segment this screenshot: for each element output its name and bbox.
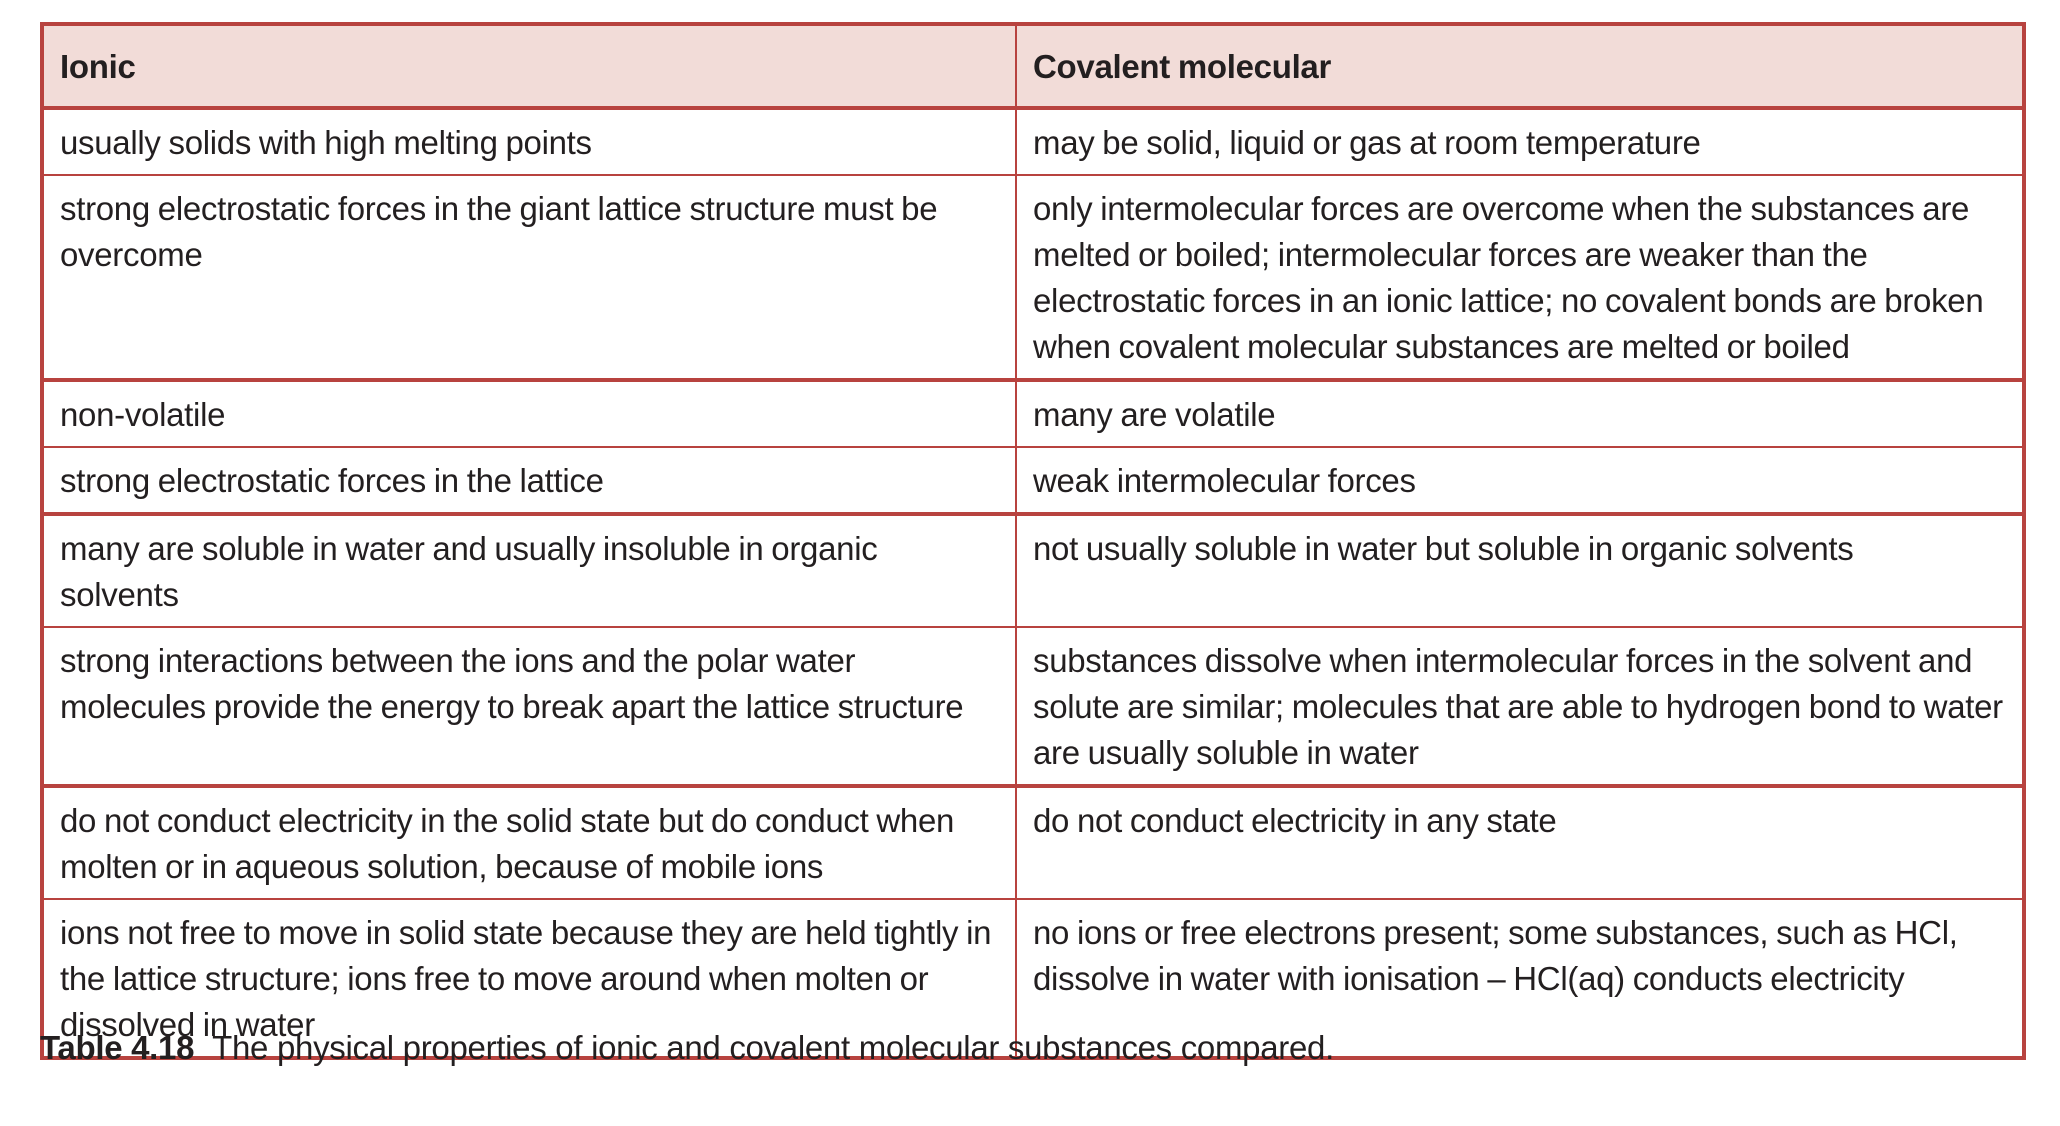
- caption-label: Table 4.18: [40, 1029, 195, 1066]
- table-row: strong electrostatic forces in the latti…: [41, 446, 2025, 515]
- caption-text: The physical properties of ionic and cov…: [212, 1029, 1334, 1066]
- covalent-cell: may be solid, liquid or gas at room temp…: [1015, 107, 2025, 176]
- comparison-table-container: Ionic Covalent molecular usually solids …: [40, 22, 2026, 1060]
- covalent-cell: not usually soluble in water but soluble…: [1015, 512, 2025, 628]
- comparison-table: Ionic Covalent molecular usually solids …: [40, 22, 2026, 1060]
- table-row: strong interactions between the ions and…: [41, 626, 2025, 787]
- table-row: ions not free to move in solid state bec…: [41, 898, 2025, 1059]
- table-header-row: Ionic Covalent molecular: [41, 23, 2025, 110]
- ionic-cell: strong electrostatic forces in the latti…: [41, 446, 1017, 515]
- covalent-cell: only intermolecular forces are overcome …: [1015, 174, 2025, 381]
- ionic-cell: usually solids with high melting points: [41, 107, 1017, 176]
- covalent-cell: no ions or free electrons present; some …: [1015, 898, 2025, 1059]
- ionic-cell: ions not free to move in solid state bec…: [41, 898, 1017, 1059]
- covalent-cell: substances dissolve when intermolecular …: [1015, 626, 2025, 787]
- ionic-cell: do not conduct electricity in the solid …: [41, 784, 1017, 900]
- covalent-cell: weak intermolecular forces: [1015, 446, 2025, 515]
- table-row: non-volatile many are volatile: [41, 378, 2025, 448]
- ionic-cell: many are soluble in water and usually in…: [41, 512, 1017, 628]
- header-covalent-molecular: Covalent molecular: [1015, 23, 2025, 110]
- ionic-cell: non-volatile: [41, 378, 1017, 448]
- table-row: usually solids with high melting points …: [41, 107, 2025, 176]
- covalent-cell: do not conduct electricity in any state: [1015, 784, 2025, 900]
- header-ionic: Ionic: [41, 23, 1017, 110]
- table-row: strong electrostatic forces in the giant…: [41, 174, 2025, 381]
- table-caption: Table 4.18 The physical properties of ion…: [40, 1026, 1334, 1070]
- ionic-cell: strong electrostatic forces in the giant…: [41, 174, 1017, 381]
- ionic-cell: strong interactions between the ions and…: [41, 626, 1017, 787]
- table-row: many are soluble in water and usually in…: [41, 512, 2025, 628]
- covalent-cell: many are volatile: [1015, 378, 2025, 448]
- table-row: do not conduct electricity in the solid …: [41, 784, 2025, 900]
